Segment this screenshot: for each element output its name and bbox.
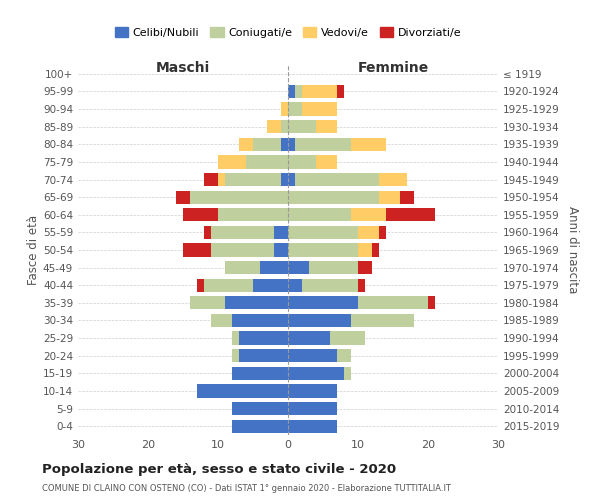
Bar <box>211 244 274 256</box>
Bar <box>337 349 351 362</box>
Bar <box>218 208 288 222</box>
Y-axis label: Anni di nascita: Anni di nascita <box>566 206 579 294</box>
Bar <box>288 85 295 98</box>
Bar <box>204 173 218 186</box>
Bar <box>288 120 316 134</box>
Bar <box>260 261 288 274</box>
Bar <box>288 278 302 292</box>
Bar <box>239 332 288 344</box>
Bar <box>288 244 358 256</box>
Bar <box>288 296 358 310</box>
Bar <box>211 226 274 239</box>
Bar <box>232 332 239 344</box>
Bar <box>218 156 246 168</box>
Bar <box>288 366 344 380</box>
Bar <box>253 138 281 151</box>
Bar <box>288 261 309 274</box>
Bar <box>309 261 358 274</box>
Bar <box>281 138 288 151</box>
Bar <box>351 138 386 151</box>
Bar <box>295 173 379 186</box>
Bar <box>274 244 288 256</box>
Bar <box>379 190 400 204</box>
Bar <box>295 85 302 98</box>
Bar <box>204 278 253 292</box>
Bar <box>288 138 295 151</box>
Bar <box>246 156 288 168</box>
Text: Popolazione per età, sesso e stato civile - 2020: Popolazione per età, sesso e stato civil… <box>42 462 396 475</box>
Bar <box>302 102 337 116</box>
Bar <box>288 102 302 116</box>
Bar <box>358 296 428 310</box>
Bar <box>288 384 337 398</box>
Bar <box>281 173 288 186</box>
Bar <box>288 402 337 415</box>
Bar <box>344 366 351 380</box>
Bar <box>302 278 358 292</box>
Bar <box>386 208 435 222</box>
Bar <box>372 244 379 256</box>
Bar <box>288 173 295 186</box>
Bar <box>253 278 288 292</box>
Bar <box>211 314 232 327</box>
Bar <box>225 261 260 274</box>
Bar <box>204 226 211 239</box>
Bar <box>351 208 386 222</box>
Bar <box>239 138 253 151</box>
Legend: Celibi/Nubili, Coniugati/e, Vedovi/e, Divorziati/e: Celibi/Nubili, Coniugati/e, Vedovi/e, Di… <box>110 22 466 42</box>
Bar <box>176 190 190 204</box>
Bar <box>288 226 358 239</box>
Bar <box>190 190 288 204</box>
Bar <box>281 120 288 134</box>
Bar <box>225 296 288 310</box>
Bar <box>288 420 337 433</box>
Bar <box>358 226 379 239</box>
Text: Femmine: Femmine <box>358 62 428 76</box>
Bar <box>225 173 281 186</box>
Bar <box>232 366 288 380</box>
Bar <box>197 278 204 292</box>
Bar <box>302 85 337 98</box>
Bar <box>295 138 351 151</box>
Bar <box>316 156 337 168</box>
Bar <box>330 332 365 344</box>
Bar <box>281 102 288 116</box>
Bar <box>218 173 225 186</box>
Bar <box>358 278 365 292</box>
Bar <box>337 85 344 98</box>
Bar <box>232 314 288 327</box>
Bar <box>358 244 372 256</box>
Bar <box>232 349 239 362</box>
Bar <box>288 156 316 168</box>
Bar <box>288 190 379 204</box>
Bar <box>288 208 351 222</box>
Bar <box>274 226 288 239</box>
Bar <box>379 226 386 239</box>
Bar <box>197 384 288 398</box>
Bar <box>351 314 414 327</box>
Bar <box>358 261 372 274</box>
Bar <box>400 190 414 204</box>
Bar <box>239 349 288 362</box>
Text: Maschi: Maschi <box>156 62 210 76</box>
Y-axis label: Fasce di età: Fasce di età <box>27 215 40 285</box>
Bar <box>183 208 218 222</box>
Bar <box>232 402 288 415</box>
Bar <box>267 120 281 134</box>
Bar <box>190 296 225 310</box>
Bar <box>183 244 211 256</box>
Text: COMUNE DI CLAINO CON OSTENO (CO) - Dati ISTAT 1° gennaio 2020 - Elaborazione TUT: COMUNE DI CLAINO CON OSTENO (CO) - Dati … <box>42 484 451 493</box>
Bar <box>288 349 337 362</box>
Bar <box>379 173 407 186</box>
Bar <box>428 296 435 310</box>
Bar <box>288 314 351 327</box>
Bar <box>232 420 288 433</box>
Bar <box>316 120 337 134</box>
Bar <box>288 332 330 344</box>
